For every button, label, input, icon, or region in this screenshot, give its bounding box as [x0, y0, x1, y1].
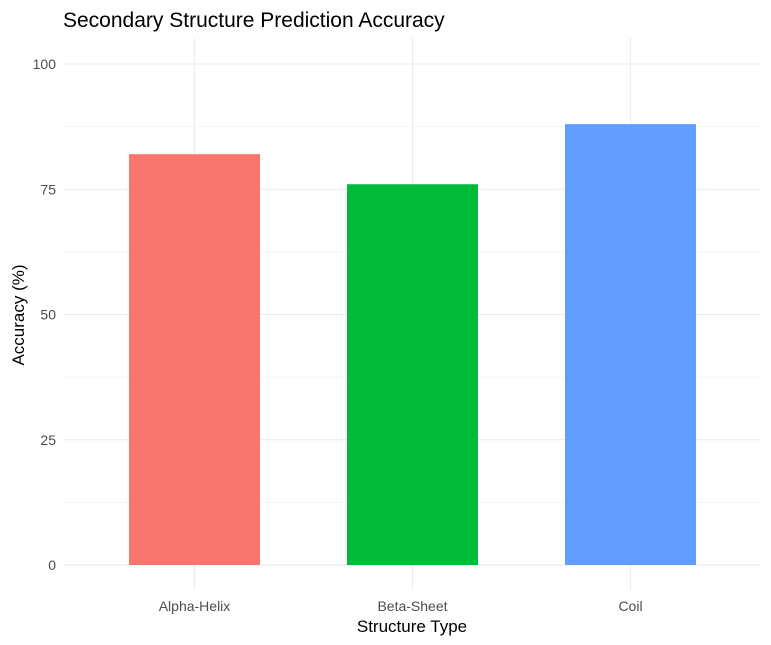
- y-axis-ticks: 0 25 50 75 100: [33, 56, 57, 573]
- x-tick-label: Alpha-Helix: [159, 598, 231, 614]
- y-tick-label: 100: [33, 56, 57, 72]
- y-tick-label: 75: [40, 181, 56, 197]
- bar-alpha-helix: [129, 154, 260, 565]
- y-tick-label: 0: [48, 557, 56, 573]
- y-axis-title: Accuracy (%): [9, 264, 28, 365]
- bar-coil: [565, 124, 696, 566]
- bar-beta-sheet: [347, 184, 478, 566]
- x-tick-label: Coil: [618, 598, 642, 614]
- x-axis-ticks: Alpha-Helix Beta-Sheet Coil: [159, 598, 643, 614]
- y-tick-label: 25: [40, 432, 56, 448]
- y-tick-label: 50: [40, 307, 56, 323]
- chart-title: Secondary Structure Prediction Accuracy: [63, 9, 445, 32]
- x-axis-title: Structure Type: [357, 617, 467, 636]
- bars: [129, 124, 696, 566]
- x-tick-label: Beta-Sheet: [377, 598, 447, 614]
